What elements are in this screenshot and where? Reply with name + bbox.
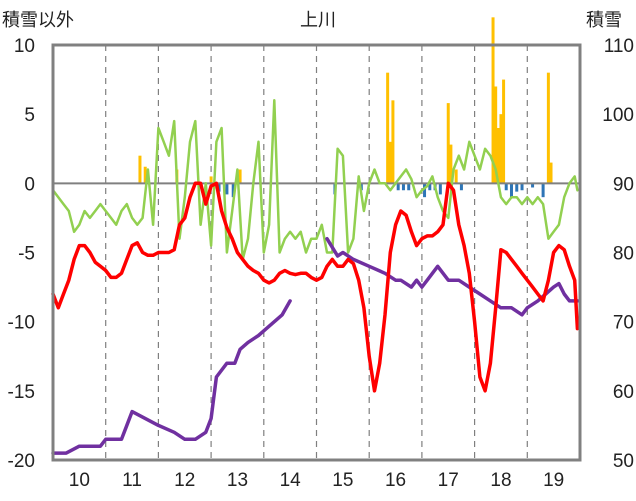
x-tick-label: 19	[543, 470, 564, 491]
x-axis-ticks: 10 11 12 13 14 15 16 17 18 19	[69, 470, 564, 491]
precip-bar	[438, 183, 442, 195]
right-tick-label: 80	[613, 244, 634, 265]
chart-title: 上川	[300, 10, 336, 30]
right-tick-label: 110	[604, 36, 634, 57]
precip-bar	[520, 183, 524, 191]
precip-bar	[238, 169, 242, 184]
right-tick-label: 70	[613, 313, 634, 334]
x-tick-label: 15	[332, 470, 353, 491]
precip-bar	[504, 183, 508, 191]
precip-bar	[407, 183, 411, 191]
precip-bar	[541, 183, 545, 198]
x-tick-label: 16	[385, 470, 406, 491]
x-tick-label: 18	[490, 470, 511, 491]
precip-bar	[391, 100, 395, 184]
grid-lines	[105, 45, 528, 460]
right-tick-label: 90	[613, 174, 634, 195]
precip-bar	[209, 176, 213, 184]
precipitation-bars	[138, 17, 553, 198]
precip-bar	[531, 183, 535, 188]
right-axis-title: 積雪	[586, 10, 622, 30]
precip-bar	[459, 183, 463, 191]
precip-bar	[549, 162, 553, 184]
precip-bar	[502, 79, 506, 184]
right-tick-label: 50	[613, 451, 634, 472]
precip-bar	[217, 183, 221, 192]
left-tick-label: -15	[8, 382, 35, 403]
precip-bar	[388, 141, 392, 184]
left-tick-label: -5	[18, 244, 35, 265]
left-axis-title: 積雪以外	[2, 10, 74, 30]
series-lines	[51, 99, 580, 455]
left-tick-label: -20	[8, 451, 35, 472]
precip-bar	[499, 114, 503, 184]
precip-bar	[494, 86, 498, 184]
x-tick-label: 11	[122, 470, 142, 491]
x-tick-label: 13	[227, 470, 248, 491]
precip-bar	[491, 17, 495, 184]
precip-bar	[496, 128, 500, 184]
precip-bar	[401, 183, 405, 191]
left-tick-label: 0	[24, 174, 35, 195]
precip-bar	[428, 183, 432, 191]
precip-bar	[231, 183, 235, 198]
x-tick-label: 17	[438, 470, 459, 491]
left-axis-ticks: 10 5 0 -5 -10 -15 -20	[8, 36, 35, 472]
plot-frame	[51, 43, 582, 462]
left-tick-label: -10	[8, 313, 35, 334]
precip-bar	[143, 166, 147, 184]
right-axis-ticks: 110 100 90 80 70 60 50	[602, 36, 634, 472]
precip-bar	[454, 169, 458, 184]
precip-bar	[509, 183, 513, 198]
precip-bar	[138, 155, 142, 184]
precip-bar	[225, 183, 229, 195]
x-tick-label: 10	[69, 470, 90, 491]
precip-bar	[396, 183, 400, 191]
series-line-temperature	[51, 181, 580, 393]
precip-bar	[423, 183, 427, 198]
right-tick-label: 60	[613, 382, 634, 403]
precip-bar	[449, 144, 453, 184]
right-tick-label: 100	[602, 105, 634, 126]
left-tick-label: 10	[14, 36, 35, 57]
precip-bar	[446, 103, 450, 184]
precip-bar	[546, 72, 550, 184]
precip-bar	[515, 183, 519, 192]
series-line-snow-depth	[51, 236, 580, 455]
series-line-humidity	[51, 99, 579, 261]
precip-bar	[386, 72, 390, 184]
x-tick-label: 14	[280, 470, 302, 491]
left-tick-label: 5	[24, 105, 35, 126]
x-tick-label: 12	[174, 470, 195, 491]
